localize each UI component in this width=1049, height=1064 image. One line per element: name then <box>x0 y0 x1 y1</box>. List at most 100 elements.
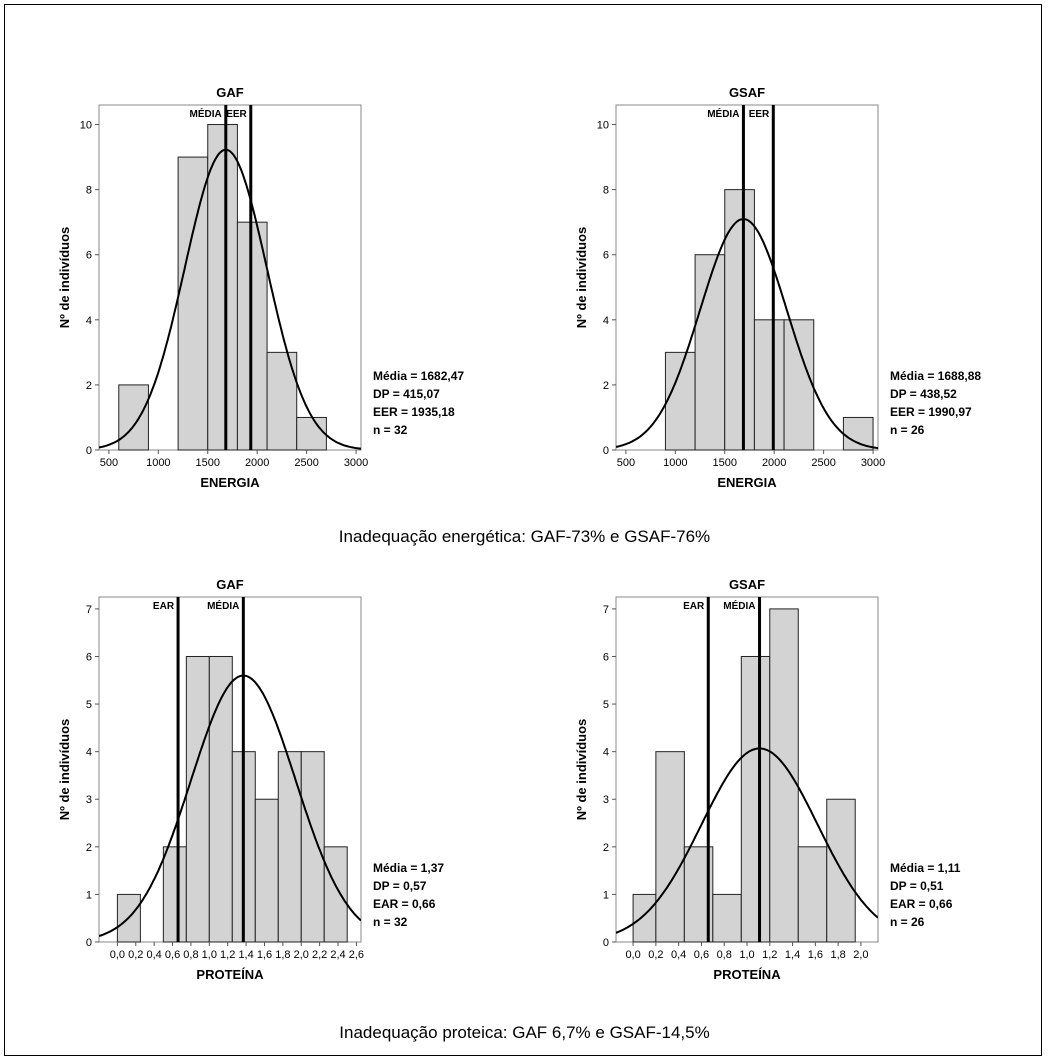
x-tick-label: 1,6 <box>257 949 272 961</box>
x-tick-label: 3000 <box>861 457 885 469</box>
y-tick-label: 7 <box>86 604 92 616</box>
reference-line-label: MÉDIA <box>723 599 755 612</box>
y-axis-label: Nº de indivíduos <box>57 719 72 821</box>
stats-line: n = 32 <box>373 423 408 437</box>
x-axis-label: PROTEÍNA <box>196 967 264 982</box>
x-tick-label: 0,8 <box>183 949 198 961</box>
y-tick-label: 4 <box>603 315 609 327</box>
x-tick-label: 500 <box>100 457 118 469</box>
x-tick-label: 1,0 <box>739 949 754 961</box>
y-tick-label: 0 <box>86 937 92 949</box>
histogram-bar <box>296 416 327 451</box>
stats-line: EER = 1990,97 <box>890 405 972 419</box>
y-tick-label: 6 <box>86 250 92 262</box>
y-tick-label: 4 <box>86 315 92 327</box>
y-tick-label: 7 <box>603 604 609 616</box>
x-tick-label: 1,8 <box>830 949 845 961</box>
histogram-bar <box>185 655 210 943</box>
y-tick-label: 1 <box>603 889 609 901</box>
stats-line: DP = 0,57 <box>373 879 427 893</box>
histogram-bar <box>277 751 302 943</box>
histogram-bar <box>118 384 149 451</box>
histogram-bar <box>207 124 238 451</box>
chart-energy-gsaf: GSAF MÉDIA EER 0 2 4 6 8 10 500 1000 1500 2000 2500 30… <box>574 85 981 490</box>
x-tick-label: 0,8 <box>717 949 732 961</box>
chart-protein-gaf: GAF EAR MÉDIA 0 1 2 3 4 5 6 7 0,0 0,2 0,4 0,6 0,8 1,0 1,2… <box>57 577 444 982</box>
x-tick-label: 1,2 <box>762 949 777 961</box>
x-tick-label: 2500 <box>811 457 835 469</box>
normal-curve <box>616 747 878 934</box>
y-tick-label: 8 <box>603 185 609 197</box>
reference-line-label: EER <box>749 109 770 120</box>
histogram-bar <box>753 319 785 451</box>
normal-curve <box>99 674 361 937</box>
stats-line: EER = 1935,18 <box>373 405 455 419</box>
figure-frame <box>4 4 1042 1056</box>
y-axis-label: Nº de indivíduos <box>574 719 589 821</box>
x-tick-label: 0,4 <box>147 949 162 961</box>
y-axis-label: Nº de indivíduos <box>57 227 72 329</box>
x-tick-label: 0,6 <box>694 949 709 961</box>
histogram-bar <box>797 846 828 943</box>
reference-line-label: MÉDIA <box>207 599 239 612</box>
histogram-bar <box>300 751 325 943</box>
histogram-bar <box>254 798 279 943</box>
x-axis-label: PROTEÍNA <box>713 967 781 982</box>
x-tick-label: 2,0 <box>853 949 868 961</box>
stats-line: n = 32 <box>373 915 408 929</box>
caption-energy: Inadequação energética: GAF-73% e GSAF-7… <box>338 527 711 546</box>
y-tick-label: 1 <box>86 889 92 901</box>
x-tick-label: 1,4 <box>238 949 253 961</box>
histogram-bar <box>694 254 726 451</box>
x-axis-label: ENERGIA <box>200 475 260 490</box>
y-tick-label: 6 <box>603 651 609 663</box>
y-tick-label: 3 <box>603 794 609 806</box>
y-tick-label: 2 <box>86 380 92 392</box>
x-tick-label: 2500 <box>294 457 318 469</box>
stats-line: DP = 415,07 <box>373 387 440 401</box>
x-tick-label: 0,2 <box>128 949 143 961</box>
histogram-bar <box>783 319 815 451</box>
y-tick-label: 5 <box>603 699 609 711</box>
stats-line: DP = 0,51 <box>890 879 944 893</box>
histogram-bar <box>655 751 685 943</box>
x-tick-label: 1500 <box>196 457 220 469</box>
x-axis-label: ENERGIA <box>717 475 777 490</box>
histogram-bar <box>664 351 696 451</box>
chart-energy-gaf: GAF MÉDIA EER 0 2 4 6 8 10 500 1000 1500 2000 2500 300… <box>57 85 464 490</box>
stats-line: Média = 1682,47 <box>373 369 464 383</box>
histogram-bar <box>740 655 771 943</box>
x-tick-label: 1,8 <box>275 949 290 961</box>
chart-title: GAF <box>216 85 244 100</box>
histogram-bar <box>162 846 187 943</box>
reference-line-label: MÉDIA <box>707 107 739 120</box>
x-tick-label: 2000 <box>762 457 786 469</box>
reference-line-label: EAR <box>153 601 175 612</box>
y-tick-label: 0 <box>603 445 609 457</box>
stats-line: n = 26 <box>890 915 925 929</box>
stats-line: EAR = 0,66 <box>373 897 436 911</box>
histogram-bar <box>632 893 657 943</box>
chart-title: GSAF <box>729 577 765 592</box>
x-tick-label: 500 <box>617 457 635 469</box>
histogram-bar <box>769 608 799 943</box>
x-tick-label: 2,0 <box>294 949 309 961</box>
x-tick-label: 1500 <box>713 457 737 469</box>
x-tick-label: 0,2 <box>648 949 663 961</box>
chart-title: GAF <box>216 577 244 592</box>
x-tick-label: 2,6 <box>349 949 364 961</box>
x-tick-label: 1000 <box>663 457 687 469</box>
reference-line-label: MÉDIA <box>190 107 222 120</box>
y-tick-label: 10 <box>80 120 92 132</box>
y-tick-label: 6 <box>603 250 609 262</box>
x-tick-label: 2,2 <box>312 949 327 961</box>
x-tick-label: 1,0 <box>202 949 217 961</box>
y-tick-label: 3 <box>86 794 92 806</box>
x-tick-label: 1,2 <box>220 949 235 961</box>
stats-line: EAR = 0,66 <box>890 897 953 911</box>
stats-line: DP = 438,52 <box>890 387 957 401</box>
y-tick-label: 0 <box>603 937 609 949</box>
x-tick-label: 0,4 <box>671 949 686 961</box>
y-tick-label: 6 <box>86 651 92 663</box>
x-tick-label: 0,6 <box>165 949 180 961</box>
